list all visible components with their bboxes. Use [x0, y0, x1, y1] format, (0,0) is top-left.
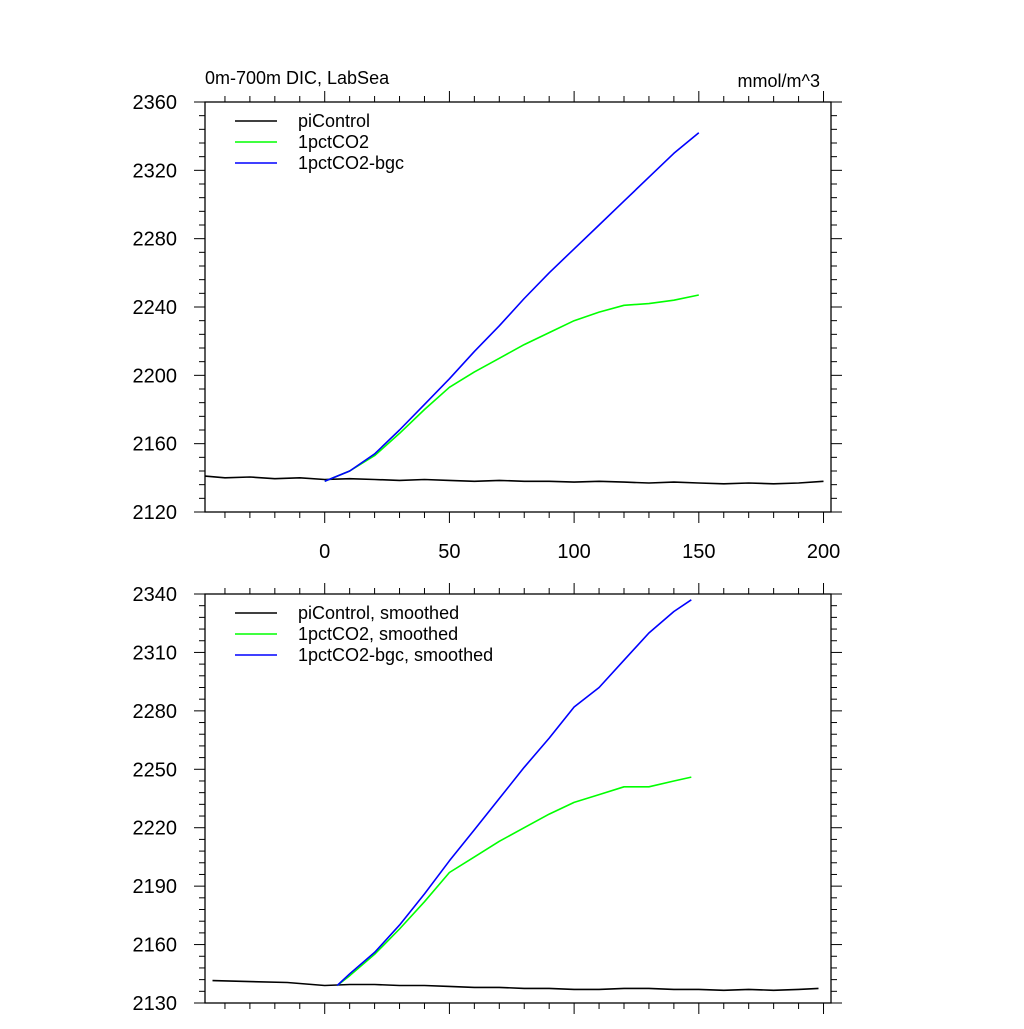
legend-label-1pctco2-bgc: 1pctCO2-bgc — [298, 153, 404, 173]
bottom-series-lines — [212, 599, 819, 992]
bottom-axes: 2130 2160 2190 2220 2250 2280 2310 2340 — [133, 583, 842, 1015]
series-line-1pctco2-smoothed — [336, 776, 692, 987]
series-line-picontrol-smoothed — [212, 979, 819, 992]
series-line-1pctco2 — [324, 294, 699, 483]
y-tick-label: 2360 — [133, 92, 178, 114]
y-tick-label: 2310 — [133, 642, 178, 664]
plot-frame — [204, 593, 832, 1004]
x-tick-label: 50 — [438, 541, 460, 563]
y-tick-label: 2120 — [133, 502, 178, 524]
y-tick-label: 2280 — [133, 229, 178, 251]
chart-units: mmol/m^3 — [738, 71, 820, 91]
y-tick-label: 2130 — [133, 993, 178, 1015]
top-legend: piControl 1pctCO2 1pctCO2-bgc — [235, 111, 404, 173]
y-tick-label: 2190 — [133, 876, 178, 898]
y-tick-label: 2240 — [133, 297, 178, 319]
legend-label-1pctco2-bgc-smoothed: 1pctCO2-bgc, smoothed — [298, 645, 493, 665]
y-tick-label: 2250 — [133, 759, 178, 781]
y-tick-label: 2280 — [133, 701, 178, 723]
legend-label-1pctco2: 1pctCO2 — [298, 132, 369, 152]
x-tick-label: 200 — [807, 541, 840, 563]
legend-label-1pctco2-smoothed: 1pctCO2, smoothed — [298, 624, 458, 644]
top-panel: 0m-700m DIC, LabSea mmol/m^3 0 50 100 150 20… — [133, 68, 842, 563]
x-tick-label: 100 — [557, 541, 590, 563]
y-tick-label: 2320 — [133, 160, 178, 182]
series-line-1pctco2-bgc — [324, 132, 700, 483]
y-tick-label: 2200 — [133, 365, 178, 387]
series-line-1pctco2-bgc-smoothed — [336, 599, 692, 987]
legend-label-picontrol: piControl — [298, 111, 370, 131]
series-line-picontrol — [204, 475, 824, 485]
x-tick-label: 150 — [682, 541, 715, 563]
y-tick-label: 2160 — [133, 434, 178, 456]
bottom-legend: piControl, smoothed 1pctCO2, smoothed 1p… — [235, 603, 493, 665]
bottom-panel: 2130 2160 2190 2220 2250 2280 2310 2340 piContr… — [133, 583, 842, 1015]
top-axes: 0 50 100 150 200 2120 2160 2200 2240 2280 2320 2360 — [133, 91, 842, 563]
y-tick-label: 2160 — [133, 935, 178, 957]
x-tick-label: 0 — [319, 541, 330, 563]
y-tick-label: 2220 — [133, 818, 178, 840]
legend-label-picontrol-smoothed: piControl, smoothed — [298, 603, 459, 623]
y-tick-label: 2340 — [133, 584, 178, 606]
chart-title: 0m-700m DIC, LabSea — [205, 68, 390, 88]
top-series-lines — [204, 132, 824, 485]
